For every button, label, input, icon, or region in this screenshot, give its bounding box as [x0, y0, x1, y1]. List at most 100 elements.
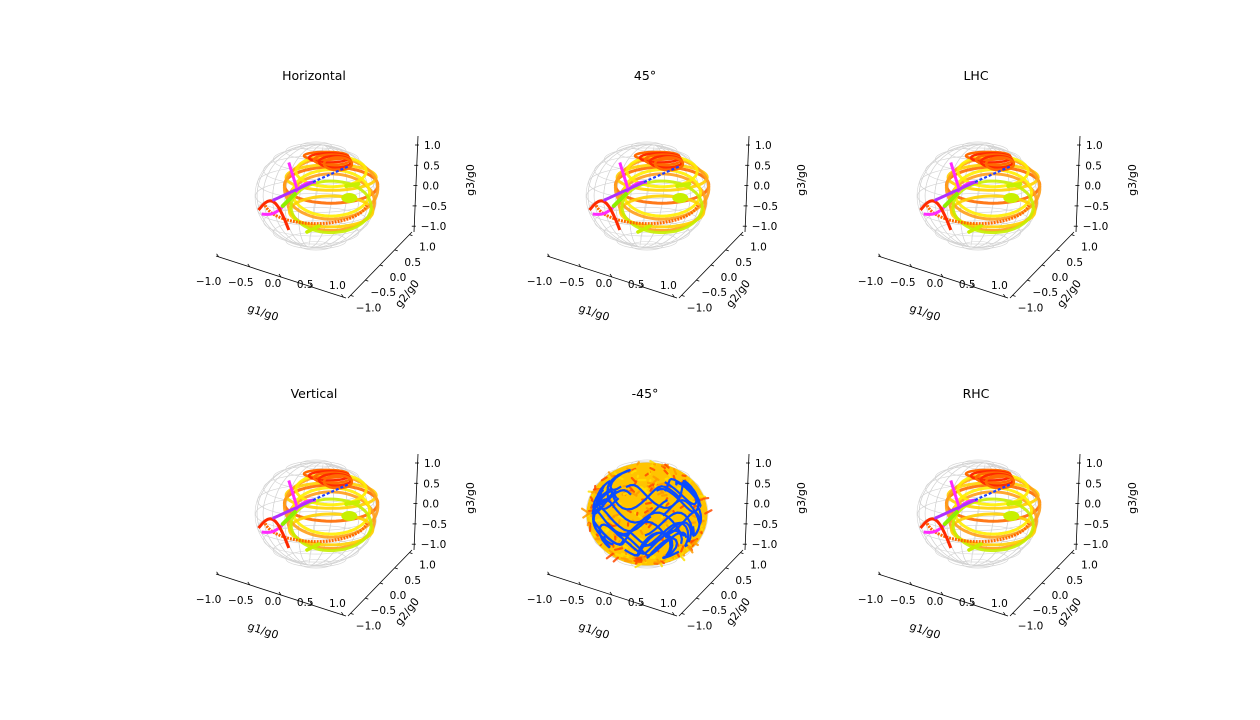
data-trace [291, 486, 372, 536]
z-tick-label: 0.0 [753, 499, 770, 511]
data-point [699, 494, 707, 498]
y-tick-mark [379, 264, 384, 267]
data-trace [644, 511, 700, 538]
z-tick-label: 0.5 [754, 160, 771, 172]
data-point [645, 507, 653, 513]
x-tick-mark [278, 591, 282, 596]
z-tick-label: 1.0 [1086, 140, 1103, 152]
x-tick-mark [309, 601, 313, 606]
z-tick-label: 0.5 [423, 160, 440, 172]
y-tick-mark [1012, 612, 1016, 615]
x-tick-mark [971, 601, 975, 606]
y-tick-label: −1.0 [1018, 620, 1044, 632]
subplot-title: Horizontal [282, 68, 346, 83]
data-trace [609, 485, 681, 511]
y-tick-mark [710, 582, 715, 585]
data-point [612, 556, 619, 563]
z-axis-label: g3/g0 [795, 164, 808, 196]
data-point [688, 547, 694, 554]
x-tick-label: −0.5 [228, 595, 254, 607]
x-tick-mark [278, 273, 282, 278]
x-tick-mark [971, 283, 975, 288]
data-trace [925, 204, 1031, 226]
data-point [663, 501, 667, 508]
z-tick-label: 1.0 [755, 458, 772, 470]
data-trace [591, 509, 637, 536]
data-point [605, 552, 614, 560]
y-tick-mark [710, 264, 715, 267]
data-point [649, 466, 656, 472]
data-trace [646, 537, 680, 560]
x-tick-label: 0.5 [297, 279, 314, 291]
data-point [644, 501, 653, 505]
x-tick-label: −1.0 [527, 594, 553, 606]
y-tick-label: 0.5 [735, 575, 752, 587]
x-tick-mark [909, 581, 913, 586]
y-tick-label: 0.5 [404, 257, 421, 269]
subplot-title: 45° [634, 68, 656, 83]
y-tick-label: −1.0 [687, 302, 713, 314]
z-axis-label: g3/g0 [795, 482, 808, 514]
data-trace [305, 224, 321, 234]
y-tick-mark [394, 567, 398, 570]
y-tick-mark [725, 249, 729, 252]
x-tick-label: 1.0 [991, 598, 1008, 610]
y-tick-label: −1.0 [356, 302, 382, 314]
y-tick-mark [1041, 264, 1046, 267]
data-trace [974, 164, 1012, 184]
subplot-4: Vertical −1.0 −0.5 0.0 0.5 1.0 g1/g0 −1.0 −0.5 0.… [196, 386, 477, 642]
data-point [656, 558, 661, 564]
subplot-grid: Horizontal −1.0 −0.5 0.0 0.5 1.0 g1/g0 −1.0 −0.5… [196, 68, 1139, 642]
data-point [622, 529, 627, 535]
z-tick-label: 0.0 [422, 181, 439, 193]
x-tick-label: 1.0 [660, 280, 677, 292]
data-point [702, 496, 710, 500]
x-tick-mark [672, 611, 675, 616]
z-tick-label: 1.0 [755, 140, 772, 152]
latitude-line [925, 525, 1031, 555]
x-tick-label: 1.0 [991, 280, 1008, 292]
latitude-line [594, 207, 700, 237]
y-tick-label: −0.5 [371, 605, 397, 617]
y-tick-label: 0.5 [404, 575, 421, 587]
z-tick-label: 0.5 [423, 478, 440, 490]
data-trace [263, 522, 369, 544]
y-tick-label: −1.0 [1018, 302, 1044, 314]
z-tick-label: −0.5 [1084, 201, 1110, 213]
data-trace [257, 517, 291, 549]
z-tick-label: −0.5 [753, 519, 779, 531]
data-point [680, 545, 685, 553]
x-axis-label: g1/g0 [246, 620, 280, 642]
y-tick-mark [409, 552, 413, 555]
data-point [681, 552, 684, 555]
x-tick-mark [609, 591, 613, 596]
latitude-line [263, 207, 369, 237]
data-point [629, 490, 638, 497]
z-tick-label: 1.0 [1086, 458, 1103, 470]
data-trace [344, 500, 361, 506]
z-axis-line [744, 135, 750, 233]
x-tick-mark [940, 591, 944, 596]
x-tick-label: 1.0 [329, 598, 346, 610]
data-point [1003, 511, 1020, 521]
x-tick-mark [940, 273, 944, 278]
y-tick-mark [350, 294, 354, 297]
data-trace [1006, 182, 1023, 188]
subplot-1: Horizontal −1.0 −0.5 0.0 0.5 1.0 g1/g0 −1.0 −0.5… [196, 68, 477, 324]
data-point [617, 476, 624, 481]
y-tick-mark [394, 249, 398, 252]
data-trace [272, 498, 315, 520]
x-tick-label: −0.5 [890, 277, 916, 289]
data-trace [675, 182, 692, 188]
data-trace [624, 531, 672, 557]
y-tick-label: 0.0 [390, 272, 407, 284]
z-axis-label: g3/g0 [464, 164, 477, 196]
data-trace [272, 180, 315, 202]
data-point [678, 540, 682, 544]
y-tick-label: 1.0 [1081, 242, 1098, 254]
data-point [582, 511, 592, 519]
subplot-5: -45° −1.0 −0.5 0.0 0.5 1.0 g1/g0 −1.0 −0.5 0.0 0.5… [527, 386, 808, 642]
data-trace [956, 154, 1030, 189]
x-tick-mark [341, 293, 344, 298]
